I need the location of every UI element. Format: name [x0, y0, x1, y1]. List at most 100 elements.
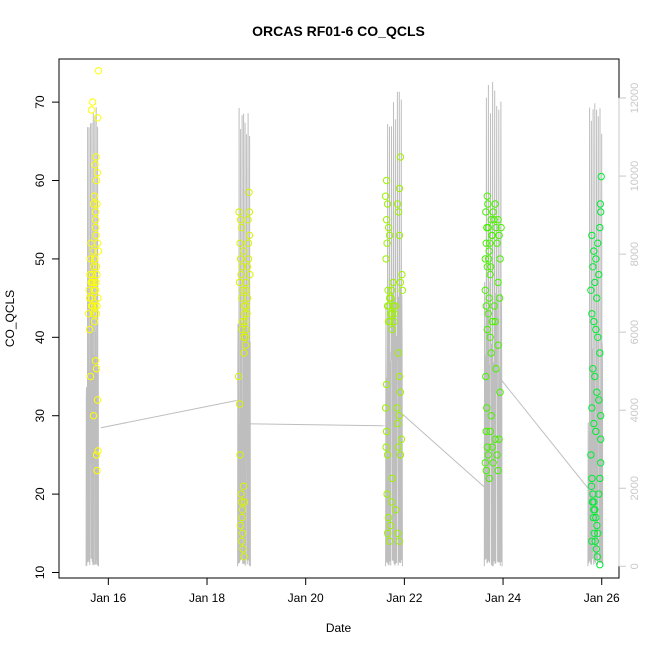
data-point [490, 216, 498, 224]
data-point [385, 231, 394, 240]
data-point [590, 529, 598, 537]
data-point [239, 545, 247, 553]
data-point [90, 286, 98, 294]
data-point [92, 310, 101, 318]
data-point [481, 255, 489, 263]
data-point [482, 372, 490, 381]
data-point [384, 286, 392, 294]
points-layer [84, 67, 605, 569]
data-point [94, 67, 103, 75]
data-point [92, 451, 101, 459]
data-point [246, 270, 254, 279]
data-point [591, 537, 599, 545]
data-point [92, 365, 101, 373]
data-point [588, 498, 597, 506]
data-point [239, 333, 248, 341]
data-point [90, 317, 99, 326]
data-point [488, 317, 496, 326]
data-point [481, 286, 489, 294]
data-point [482, 302, 490, 310]
data-point [243, 310, 251, 318]
data-point [483, 325, 491, 334]
data-point [235, 400, 244, 408]
y-tick-label: 60 [33, 174, 47, 188]
y-tick-label: 10 [33, 566, 47, 580]
data-point [240, 310, 249, 318]
data-point [390, 310, 399, 318]
data-point [594, 239, 602, 247]
y-tick-label: 20 [33, 487, 47, 501]
data-point [597, 172, 605, 181]
data-point [595, 270, 603, 279]
x-tick-label: Jan 26 [584, 591, 620, 605]
data-point [86, 372, 95, 381]
data-point [93, 466, 101, 475]
data-point [239, 286, 247, 294]
data-point [495, 435, 503, 443]
data-point [393, 529, 402, 537]
y-tick-label: 50 [33, 252, 47, 266]
data-point [383, 200, 392, 208]
data-point [90, 192, 99, 200]
data-point [86, 255, 95, 263]
data-point [84, 310, 93, 318]
x-tick-label: Jan 22 [386, 591, 422, 605]
data-point [588, 537, 596, 545]
y2-tick-label: 8000 [629, 242, 641, 266]
data-point [589, 490, 597, 498]
data-point [587, 482, 596, 490]
data-point [391, 506, 400, 514]
data-point [596, 561, 604, 569]
data-point [590, 506, 598, 514]
x-tick-label: Jan 24 [485, 591, 521, 605]
data-point [483, 192, 491, 200]
data-point [592, 325, 600, 334]
data-point [91, 161, 99, 169]
data-point [593, 388, 601, 396]
data-point [393, 200, 402, 208]
data-point [489, 208, 497, 216]
data-point [92, 263, 101, 271]
data-point [93, 302, 101, 310]
data-point [238, 529, 247, 537]
data-point [382, 176, 391, 185]
data-point [382, 427, 391, 436]
data-point [485, 294, 493, 302]
x-tick-label: Jan 16 [90, 591, 126, 605]
data-point [237, 223, 246, 232]
data-point [489, 459, 497, 467]
data-point [496, 255, 504, 263]
y2-tick-label: 2000 [629, 476, 641, 500]
altitude-trace [85, 107, 99, 567]
y-tick-label: 30 [33, 409, 47, 423]
data-point [486, 333, 494, 341]
x-axis-label: Date [326, 621, 352, 635]
y-tick-label: 40 [33, 330, 47, 344]
data-point [591, 372, 599, 381]
y2-tick-label: 12000 [629, 83, 641, 114]
data-point [387, 286, 396, 294]
data-point [237, 270, 245, 279]
data-point [241, 341, 250, 349]
data-point [93, 270, 101, 279]
data-point [593, 553, 601, 561]
plot-box [58, 58, 620, 579]
data-point [590, 317, 598, 326]
data-point [241, 317, 249, 326]
data-point [240, 302, 249, 310]
data-point [494, 466, 502, 475]
data-point [388, 325, 397, 334]
data-point [592, 427, 600, 436]
data-point [388, 310, 396, 318]
y2-tick-label: 10000 [629, 161, 641, 192]
altitude-layer [85, 81, 604, 567]
data-point [481, 459, 489, 467]
data-point [238, 317, 247, 326]
data-point [487, 412, 495, 420]
data-point [92, 278, 100, 287]
data-point [398, 270, 406, 279]
data-point [390, 317, 398, 326]
data-point [91, 357, 100, 365]
data-point [494, 278, 502, 287]
